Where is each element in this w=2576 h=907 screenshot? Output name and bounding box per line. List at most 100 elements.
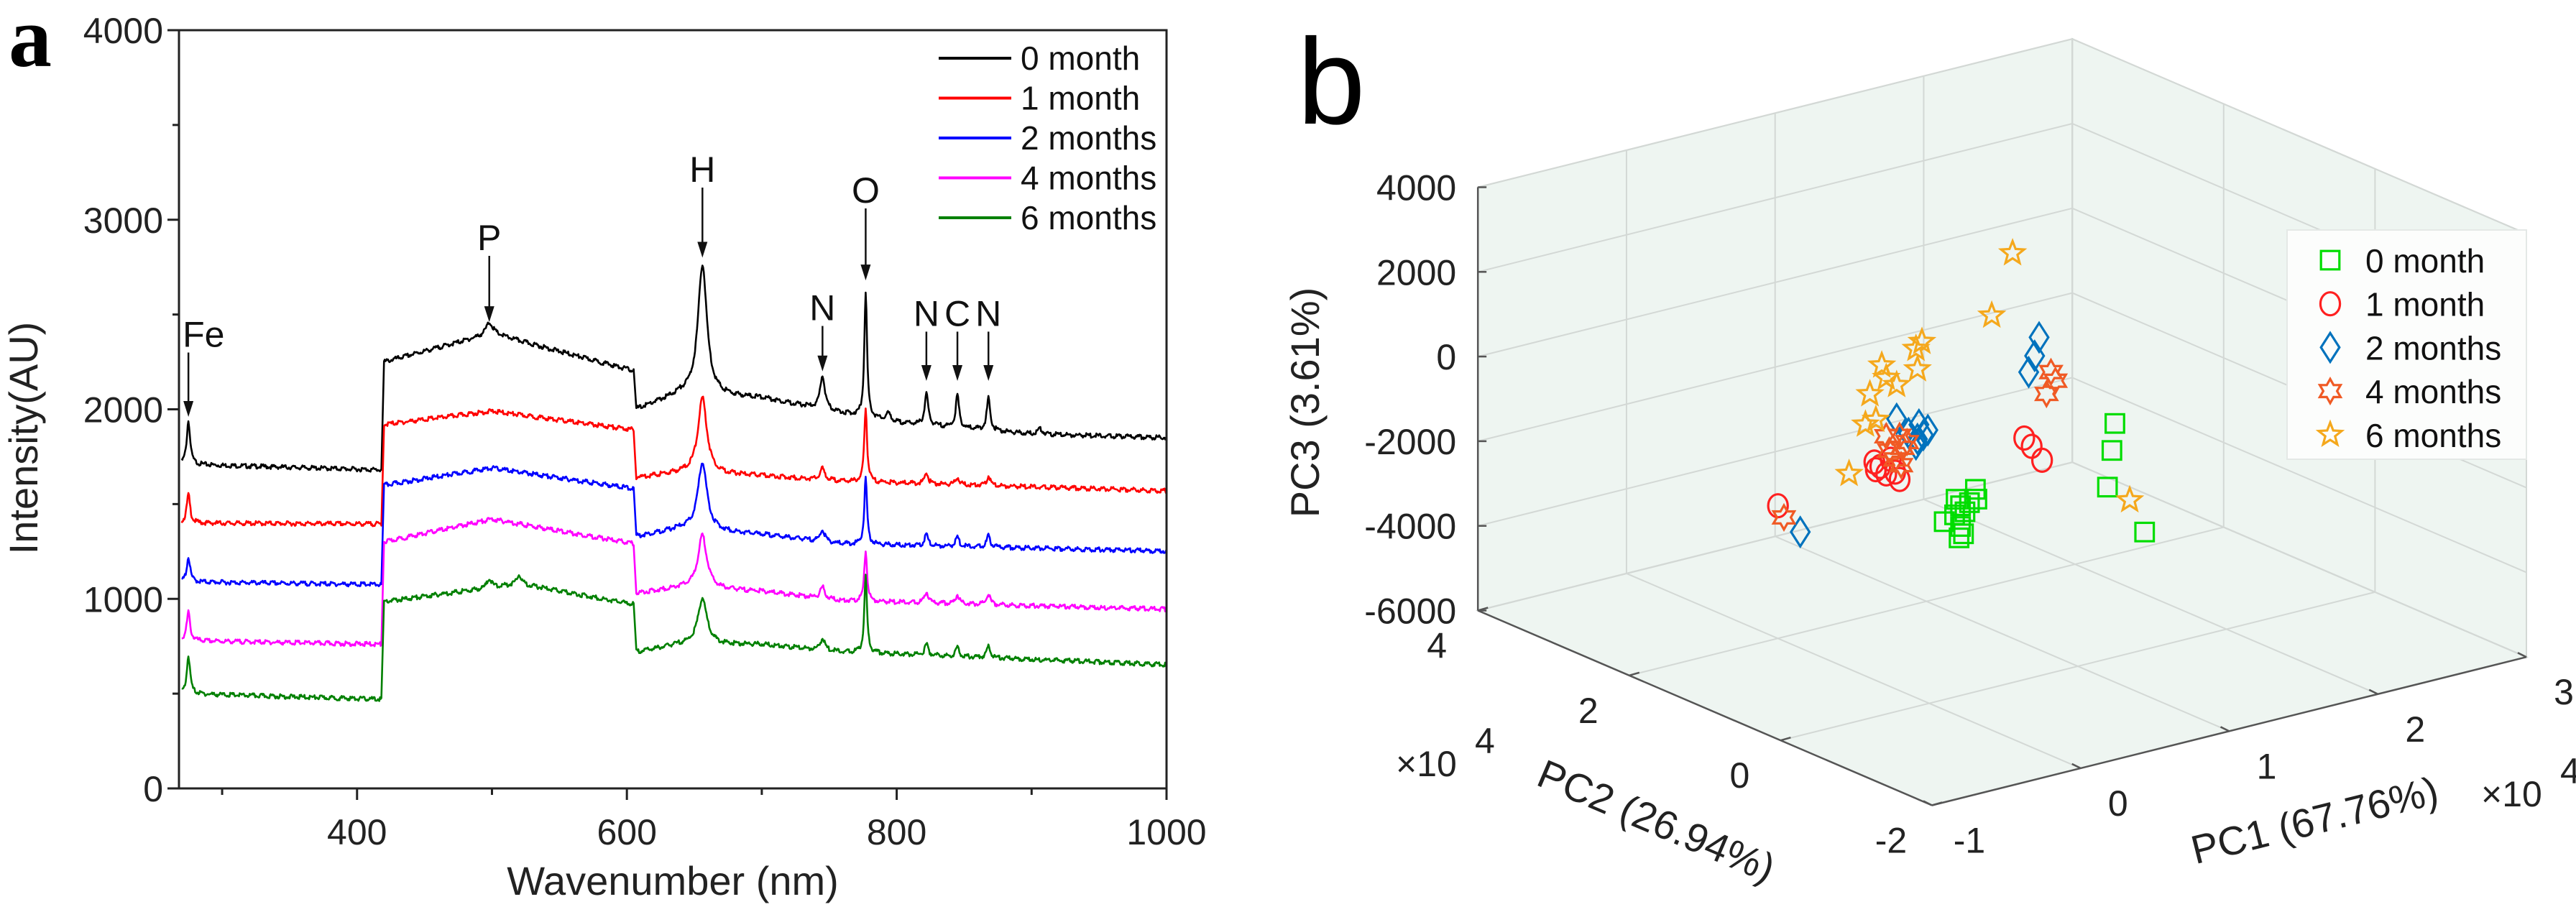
peak-arrow-head — [860, 264, 871, 281]
series-line-2 — [181, 462, 1168, 588]
x-tick — [1923, 800, 1933, 806]
legend-label: 2 months — [1021, 119, 1156, 157]
data-point-star — [1882, 369, 1912, 397]
x-tick-label: 800 — [867, 812, 926, 852]
data-point-square — [1950, 516, 1972, 537]
data-point-circle — [2013, 425, 2036, 451]
peak-arrow-head — [921, 364, 932, 381]
x-tick — [2220, 726, 2230, 732]
x-tick-label: 1000 — [1126, 812, 1206, 852]
z-tick-label: 2000 — [1376, 252, 1456, 293]
legend-label: 1 month — [2365, 286, 2485, 323]
legend-label: 6 months — [2365, 417, 2501, 454]
plot-frame — [178, 29, 1168, 790]
data-point-star — [1867, 350, 1897, 378]
data-point-square — [1966, 489, 1987, 510]
y-tick — [1629, 671, 1640, 677]
y-multiplier-exponent: 4 — [1475, 721, 1495, 761]
x-multiplier: ×10 — [2481, 774, 2542, 814]
legend-label: 1 month — [1021, 80, 1140, 117]
grid-line — [1923, 498, 2378, 695]
data-point-diamond — [2028, 321, 2050, 354]
data-point-square — [2101, 440, 2122, 461]
y-tick-label: 3000 — [83, 201, 163, 241]
legend-marker-square — [2319, 249, 2341, 271]
panel-label-b: b — [1297, 14, 1366, 150]
series-line-0 — [180, 264, 1168, 473]
peak-label: H — [689, 149, 715, 190]
legend-label: 0 month — [2365, 242, 2485, 280]
y-tick-label: 0 — [143, 769, 163, 809]
peak-arrow-head — [817, 355, 828, 372]
data-point-square — [2097, 476, 2118, 498]
y-tick — [1780, 736, 1791, 742]
series-line-3 — [181, 517, 1167, 648]
x-tick-label: -1 — [1954, 821, 1985, 861]
z-tick-label: 0 — [1436, 337, 1456, 377]
y-axis-line — [1477, 609, 1933, 806]
peak-label: N — [975, 293, 1001, 333]
legend-label: 4 months — [2365, 373, 2501, 410]
data-point-hexagram — [2038, 357, 2064, 387]
data-point-hexagram — [2043, 366, 2069, 395]
data-point-diamond — [2018, 355, 2040, 389]
data-point-diamond — [1907, 422, 1928, 456]
y-tick-label: 4000 — [83, 11, 163, 51]
data-point-star — [1872, 362, 1901, 390]
y-tick-label: 2 — [1578, 691, 1598, 731]
data-point-square — [1959, 492, 1980, 513]
x-tick-label: 3 — [2554, 672, 2574, 712]
peak-label: Fe — [183, 314, 224, 354]
peak-arrow-head — [183, 401, 194, 418]
spectra-chart: 400 600 800 1000 0 1000 2000 3000 4000 Wavenumber… — [1, 11, 1207, 903]
z-tick-label: -6000 — [1364, 591, 1456, 632]
legend-marker-diamond — [2319, 331, 2341, 364]
peak-arrow-head — [952, 364, 963, 381]
data-point-square — [2104, 413, 2125, 434]
data-point-star — [1903, 354, 1932, 382]
peak-label: N — [809, 288, 835, 328]
legend-marker-hexagram — [2317, 377, 2343, 406]
grid-line — [1477, 207, 2073, 358]
x-tick-label: 600 — [597, 812, 656, 852]
grid-line — [1477, 461, 2073, 612]
data-point-square — [1949, 527, 1970, 548]
z-tick-label: 4000 — [1376, 168, 1456, 208]
y-axis-title: Intensity(AU) — [1, 322, 46, 555]
data-point-diamond — [1886, 402, 1908, 436]
peak-label: O — [852, 170, 880, 211]
grid-line — [1629, 526, 2225, 676]
data-point-star — [1977, 300, 2007, 328]
grid-line — [1780, 591, 2375, 742]
grid-line — [1477, 123, 2073, 273]
data-point-hexagram — [1888, 451, 1914, 480]
data-point-star — [1901, 333, 1931, 362]
y-tick-label: 2000 — [83, 390, 163, 431]
legend-label: 4 months — [1021, 160, 1156, 197]
grid-line — [2071, 377, 2527, 574]
data-point-diamond — [1790, 515, 1811, 549]
y-tick-label: 4 — [1427, 626, 1447, 666]
series-4 — [1834, 238, 2145, 513]
data-point-star — [1834, 459, 1864, 487]
data-point-star — [1855, 379, 1885, 407]
data-point-star — [1851, 409, 1880, 437]
x-tick — [2368, 689, 2378, 695]
grid-line — [1477, 38, 2073, 188]
data-point-square — [2134, 521, 2156, 543]
data-point-circle — [1888, 466, 1911, 492]
grid-line — [1477, 292, 2073, 442]
data-point-hexagram — [1873, 421, 1899, 451]
x-tick-label: 2 — [2405, 709, 2425, 750]
legend-label: 0 month — [1021, 40, 1140, 77]
grid-line — [1626, 573, 2082, 769]
x-axis-title: Wavenumber (nm) — [507, 858, 839, 903]
z-tick-label: -4000 — [1364, 507, 1456, 547]
x-tick-label: 400 — [327, 812, 387, 852]
y-tick — [1931, 801, 1943, 806]
peak-arrow-head — [697, 241, 708, 258]
pca-3d-scatter: -6000 -4000 -2000 0 2000 4000 -2 0 2 4 -1 0 1 2 3 PC3 (… — [1282, 37, 2576, 891]
peak-label: N — [914, 293, 939, 333]
data-point-circle — [2030, 447, 2053, 473]
